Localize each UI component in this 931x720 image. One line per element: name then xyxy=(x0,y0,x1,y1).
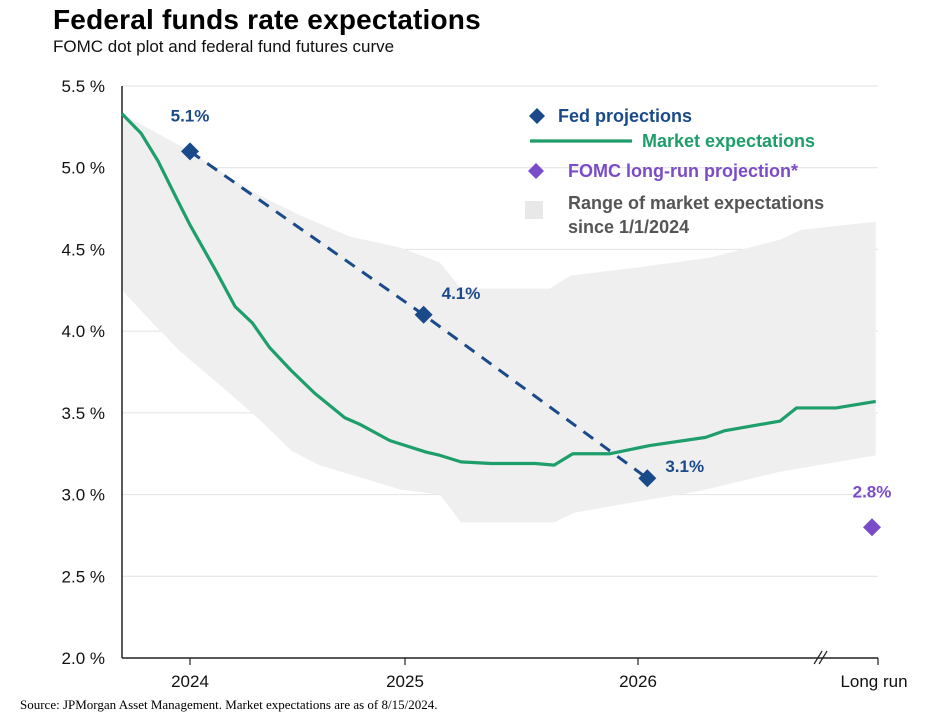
legend-range-label: Range of market expectations xyxy=(568,193,824,213)
legend-range-marker xyxy=(525,201,543,219)
y-tick-label: 5.0 % xyxy=(62,159,105,178)
fomc-long-run-label: 2.8% xyxy=(853,482,892,501)
legend-market-label: Market expectations xyxy=(642,131,815,151)
source-note: Source: JPMorgan Asset Management. Marke… xyxy=(20,697,438,712)
y-tick-label: 2.5 % xyxy=(62,567,105,586)
fed-projections-line xyxy=(189,150,649,480)
fed-projection-point xyxy=(638,469,657,488)
legend-fomc-label: FOMC long-run projection* xyxy=(568,161,798,181)
axis-break-mark xyxy=(818,650,828,665)
y-tick-label: 4.0 % xyxy=(62,322,105,341)
fed-projection-label: 3.1% xyxy=(665,457,704,476)
fed-projection-label: 5.1% xyxy=(171,106,210,125)
market-expectations-line xyxy=(120,112,876,467)
y-tick-label: 4.5 % xyxy=(62,240,105,259)
x-tick-label: 2026 xyxy=(619,672,657,691)
legend-fed-marker xyxy=(529,108,545,124)
range-band xyxy=(122,113,876,523)
y-tick-label: 5.5 % xyxy=(62,77,105,96)
legend-fomc-marker xyxy=(528,163,544,179)
fed-projection-point xyxy=(414,305,433,324)
x-tick-label: Long run xyxy=(840,672,907,691)
y-tick-label: 3.5 % xyxy=(62,404,105,423)
axis-break-mark xyxy=(813,650,823,665)
x-tick-label: 2025 xyxy=(386,672,424,691)
legend-fed-label: Fed projections xyxy=(558,106,692,126)
y-tick-label: 3.0 % xyxy=(62,486,105,505)
fed-projection-point xyxy=(181,142,199,161)
legend-range-label: since 1/1/2024 xyxy=(568,217,689,237)
y-tick-label: 2.0 % xyxy=(62,649,105,668)
chart-title: Federal funds rate expectations xyxy=(53,4,481,35)
chart-subtitle: FOMC dot plot and federal fund futures c… xyxy=(53,37,395,56)
fomc-long-run-point xyxy=(863,518,881,537)
x-tick-label: 2024 xyxy=(171,672,209,691)
fed-projection-label: 4.1% xyxy=(442,284,481,303)
